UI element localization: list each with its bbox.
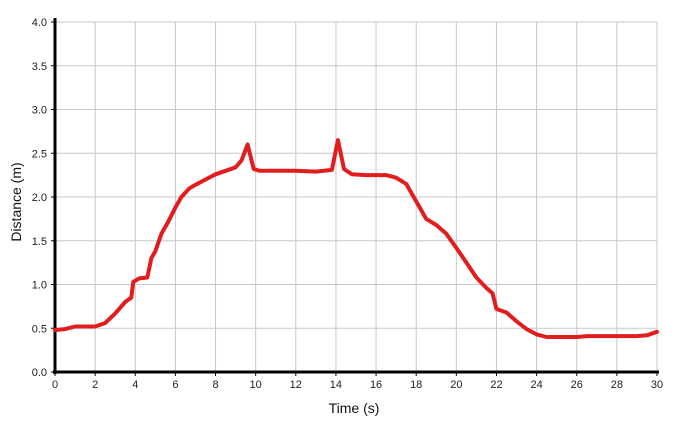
x-tick-label-4: 8	[212, 379, 218, 391]
series-line-0	[53, 138, 659, 339]
x-tick-label-14: 28	[611, 379, 623, 391]
x-tick-label-9: 18	[410, 379, 422, 391]
y-axis-title: Distance (m)	[8, 162, 24, 241]
x-tick-label-8: 16	[370, 379, 382, 391]
y-tick-label-3: 1.5	[32, 236, 47, 248]
y-tick-label-1: 0.5	[32, 323, 47, 335]
x-tick-label-0: 0	[52, 379, 58, 391]
x-tick-label-6: 12	[290, 379, 302, 391]
x-tick-label-15: 30	[651, 379, 663, 391]
y-tick-label-8: 4.0	[32, 17, 47, 29]
x-tick-label-10: 20	[450, 379, 462, 391]
x-tick-label-2: 4	[132, 379, 138, 391]
x-tick-label-7: 14	[330, 379, 342, 391]
x-tick-label-1: 2	[92, 379, 98, 391]
x-tick-label-3: 6	[172, 379, 178, 391]
x-tick-label-12: 24	[530, 379, 542, 391]
series-layer	[53, 138, 659, 339]
y-tick-label-2: 1.0	[32, 280, 47, 292]
x-axis-title: Time (s)	[329, 400, 380, 416]
grid-lines	[55, 21, 658, 372]
x-tick-label-5: 10	[250, 379, 262, 391]
y-tick-label-4: 2.0	[32, 192, 47, 204]
axes	[51, 18, 659, 376]
y-tick-label-5: 2.5	[32, 148, 47, 160]
y-tick-label-7: 3.5	[32, 61, 47, 73]
y-tick-label-6: 3.0	[32, 105, 47, 117]
x-tick-label-13: 26	[571, 379, 583, 391]
tick-labels: 0 2 4 6 8 10 12 14 16 18 20 22 24 26 28 300.00.51.01.52…	[32, 17, 663, 391]
x-tick-label-11: 22	[490, 379, 502, 391]
y-tick-label-0: 0.0	[32, 367, 47, 379]
